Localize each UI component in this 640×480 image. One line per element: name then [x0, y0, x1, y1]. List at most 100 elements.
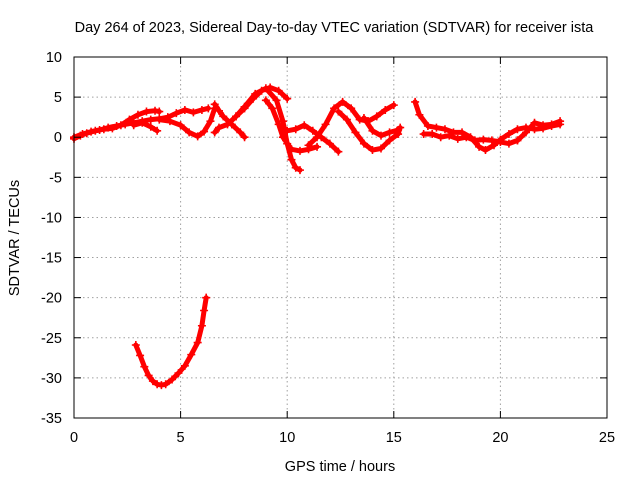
x-tick-label: 10	[279, 430, 295, 446]
data-point-marker	[291, 163, 300, 172]
data-point-marker	[368, 126, 377, 135]
data-point-marker	[291, 125, 300, 134]
data-point-marker	[121, 120, 130, 129]
data-point-marker	[330, 104, 339, 113]
data-point-marker	[334, 107, 343, 116]
data-point-marker	[112, 121, 121, 130]
x-tick-label: 25	[599, 430, 615, 446]
data-point-marker	[176, 121, 185, 130]
data-point-marker	[78, 130, 87, 139]
data-point-marker	[185, 128, 194, 137]
y-tick-label: -35	[41, 411, 62, 427]
data-point-marker	[394, 126, 403, 135]
data-point-marker	[193, 132, 202, 141]
data-point-marker	[428, 130, 437, 139]
data-point-marker	[104, 123, 113, 132]
data-point-marker	[189, 108, 198, 117]
data-series-arc-12	[359, 113, 403, 140]
data-point-marker	[556, 117, 565, 126]
data-point-marker	[129, 121, 138, 130]
data-point-marker	[462, 133, 471, 142]
data-point-marker	[530, 118, 539, 127]
x-axis-tick-labels: 0 5 10 15 20 25	[70, 430, 615, 446]
data-series-arc-14	[419, 130, 522, 148]
data-point-marker	[278, 117, 287, 126]
axis-ticks	[73, 56, 608, 419]
data-point-marker	[381, 105, 390, 114]
data-point-marker	[487, 136, 496, 145]
data-point-marker	[172, 109, 181, 118]
x-tick-label: 5	[177, 430, 185, 446]
y-tick-label: 10	[46, 50, 62, 66]
data-point-marker	[287, 145, 296, 154]
data-point-marker	[146, 115, 155, 124]
y-tick-label: 0	[54, 130, 62, 146]
data-point-marker	[206, 117, 215, 126]
data-point-marker	[261, 84, 270, 93]
data-series-arc-10	[304, 97, 398, 150]
data-point-marker	[272, 96, 281, 105]
data-point-marker	[140, 362, 149, 371]
data-point-marker	[440, 125, 449, 134]
data-series-arc-03	[129, 118, 162, 135]
data-point-marker	[521, 128, 530, 137]
data-point-marker	[411, 97, 420, 106]
data-point-marker	[283, 94, 292, 103]
data-point-marker	[214, 106, 223, 115]
x-axis-label: GPS time / hours	[285, 459, 395, 475]
data-point-marker	[496, 138, 505, 147]
data-point-marker	[136, 351, 145, 360]
data-series-arc-16	[131, 293, 211, 390]
data-point-marker	[287, 155, 296, 164]
y-tick-label: 5	[54, 90, 62, 106]
data-point-marker	[513, 125, 522, 134]
data-point-marker	[161, 380, 170, 389]
data-point-marker	[313, 133, 322, 142]
series-band	[131, 120, 160, 134]
data-series-arc-08	[261, 96, 322, 155]
data-point-marker	[338, 97, 347, 106]
data-point-marker	[423, 121, 432, 130]
y-tick-label: -20	[41, 291, 62, 307]
data-point-marker	[481, 146, 490, 155]
data-point-marker	[202, 293, 211, 302]
data-point-marker	[168, 375, 177, 384]
y-tick-label: -25	[41, 331, 62, 347]
data-point-marker	[180, 105, 189, 114]
data-point-marker	[377, 144, 386, 153]
x-tick-label: 0	[70, 430, 78, 446]
data-point-marker	[214, 123, 223, 132]
y-tick-label: -15	[41, 251, 62, 267]
data-point-marker	[133, 110, 142, 119]
data-point-marker	[210, 100, 219, 109]
data-point-marker	[95, 126, 104, 135]
data-point-marker	[513, 136, 522, 145]
data-point-marker	[236, 128, 245, 137]
series-band	[233, 85, 303, 173]
data-point-marker	[295, 146, 304, 155]
data-point-marker	[131, 340, 140, 349]
data-point-marker	[479, 135, 488, 144]
data-point-marker	[504, 130, 513, 139]
data-point-marker	[146, 122, 155, 131]
data-point-marker	[174, 369, 183, 378]
chart-title: Day 264 of 2023, Sidereal Day-to-day VTE…	[75, 20, 595, 36]
data-point-marker	[283, 126, 292, 135]
data-point-marker	[232, 112, 241, 121]
data-point-marker	[385, 136, 394, 145]
data-point-marker	[274, 86, 283, 95]
data-point-marker	[148, 377, 157, 386]
data-point-marker	[504, 139, 513, 148]
data-point-marker	[308, 126, 317, 135]
data-point-marker	[436, 133, 445, 142]
data-point-marker	[197, 321, 206, 330]
data-point-marker	[325, 139, 334, 148]
data-point-marker	[153, 380, 162, 389]
data-point-marker	[415, 110, 424, 119]
data-point-marker	[321, 120, 330, 129]
data-point-marker	[200, 127, 209, 136]
data-point-marker	[268, 104, 277, 113]
data-point-marker	[389, 101, 398, 110]
data-point-marker	[432, 123, 441, 132]
